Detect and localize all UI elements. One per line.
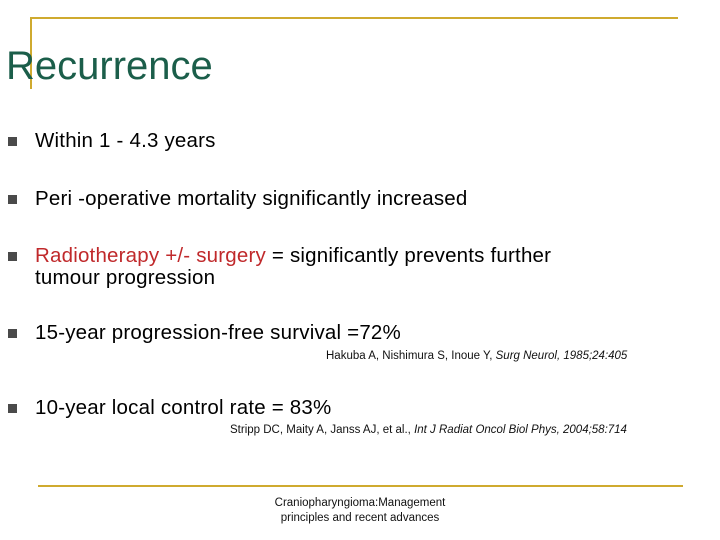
bullet-text: 10-year local control rate = 83% (35, 396, 332, 419)
left-accent-bar (30, 17, 32, 89)
square-bullet-icon (8, 329, 17, 338)
footer-line: principles and recent advances (280, 512, 440, 524)
ref-authors: Stripp DC, Maity A, Janss AJ, et al., (230, 424, 415, 436)
square-bullet-icon (8, 252, 17, 261)
ref-journal: Int J Radiat Oncol Biol Phys, 2004;58:71… (414, 424, 627, 436)
slide-title: Recurrence (6, 44, 213, 88)
square-bullet-icon (8, 404, 17, 413)
slide-footer: Craniopharyngioma:Management principles … (250, 496, 470, 526)
reference-citation: Hakuba A, Nishimura S, Inoue Y, Surg Neu… (326, 350, 627, 362)
square-bullet-icon (8, 137, 17, 146)
top-rule (30, 17, 678, 19)
bottom-rule (38, 485, 683, 487)
reference-citation: Stripp DC, Maity A, Janss AJ, et al., In… (230, 424, 627, 436)
square-bullet-icon (8, 195, 17, 204)
bullet-text: Radiotherapy +/- surgery = significantly… (35, 245, 675, 289)
highlight-text: Radiotherapy +/- surgery (35, 244, 266, 267)
footer-line: Craniopharyngioma:Management (274, 497, 446, 509)
bullet-text: Within 1 - 4.3 years (35, 129, 216, 152)
ref-journal: Surg Neurol, 1985;24:405 (495, 350, 628, 362)
bullet-text-line2: tumour progression (35, 266, 216, 289)
bullet-text: Peri -operative mortality significantly … (35, 187, 468, 210)
ref-authors: Hakuba A, Nishimura S, Inoue Y, (326, 350, 496, 362)
bullet-text-rest: = significantly prevents further (265, 244, 552, 267)
bullet-text: 15-year progression-free survival =72% (35, 321, 401, 344)
